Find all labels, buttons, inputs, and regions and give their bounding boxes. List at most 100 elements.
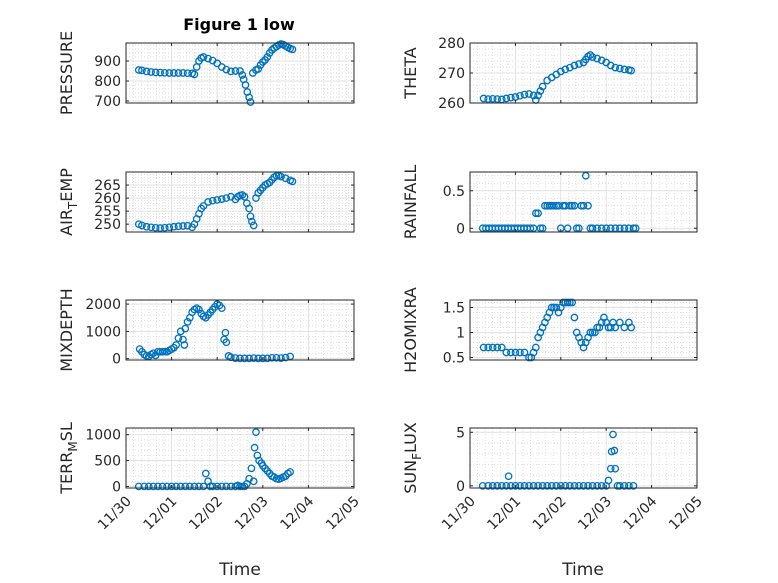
data-point (593, 323, 601, 332)
data-point (134, 482, 143, 491)
y-tick-label: 0 (456, 221, 465, 237)
data-point (195, 305, 203, 314)
data-point (236, 67, 244, 75)
data-point (170, 222, 178, 231)
data-point (151, 68, 160, 77)
data-point (142, 67, 151, 76)
data-point (163, 482, 171, 491)
data-point (208, 482, 217, 491)
data-point (529, 482, 538, 490)
data-point (165, 69, 174, 77)
data-point (240, 192, 249, 201)
data-point (497, 482, 506, 490)
data-point (563, 224, 572, 233)
axes-box (469, 427, 698, 489)
data-point (531, 343, 540, 352)
x-tick-label: 12/02 (186, 494, 226, 534)
y-axis-label: PRESSURE (57, 31, 76, 115)
data-point (245, 354, 253, 363)
data-point (615, 482, 624, 490)
data-point (606, 224, 615, 233)
data-point (511, 482, 520, 490)
data-point (566, 63, 574, 72)
y-tick-label: 270 (438, 66, 465, 82)
data-point (488, 343, 497, 352)
data-point (258, 58, 267, 66)
x-tick-label: 12/04 (277, 493, 317, 533)
data-point (190, 70, 199, 79)
data-point (547, 303, 556, 312)
data-point (627, 66, 636, 75)
data-point (575, 482, 583, 490)
data-point (497, 343, 506, 352)
data-point (288, 45, 297, 54)
axes-box (469, 171, 698, 233)
subplot-1: 700 800 900 PRESSURE (57, 31, 355, 115)
data-point (149, 482, 158, 491)
figure-title: Figure 1 low (183, 15, 295, 34)
data-point (199, 53, 208, 61)
data-point (221, 328, 230, 337)
data-point (516, 482, 524, 490)
data-point (609, 430, 617, 439)
data-point (568, 201, 577, 210)
data-point (586, 51, 595, 59)
data-point (581, 171, 590, 180)
data-point (254, 354, 263, 363)
y-tick-label: 265 (94, 178, 121, 194)
data-point (611, 63, 620, 72)
y-tick-label: 5 (456, 425, 465, 441)
y-tick-label: 260 (94, 191, 121, 207)
data-point (268, 353, 276, 362)
data-point (222, 65, 231, 74)
x-tick-label: 12/03 (575, 494, 615, 534)
data-point (570, 61, 579, 70)
data-point (502, 94, 511, 103)
data-point (263, 53, 272, 61)
data-point (160, 68, 169, 77)
y-axis-label: TERRMSL (57, 422, 80, 495)
data-point (525, 90, 533, 98)
data-point (158, 482, 167, 491)
x-tick-label: 12/01 (484, 494, 524, 534)
data-point (231, 67, 240, 75)
data-point (534, 209, 542, 218)
data-point (579, 201, 588, 210)
data-point (246, 98, 255, 106)
data-point (534, 482, 542, 490)
y-axis-label: RAINFALL (401, 165, 420, 240)
y-tick-label: 280 (438, 36, 465, 52)
data-point (493, 95, 502, 103)
data-point (199, 202, 208, 210)
data-point (531, 209, 540, 218)
data-point (575, 60, 583, 68)
data-point (520, 348, 529, 357)
data-point (561, 65, 570, 74)
x-tick-label: 11/30 (95, 494, 135, 534)
data-point (179, 222, 187, 230)
y-tick-label: 1000 (85, 324, 121, 340)
y-axis-label: THETA (401, 47, 420, 99)
data-point (180, 341, 189, 349)
data-point (248, 217, 256, 226)
data-point (167, 482, 176, 491)
data-point (611, 224, 620, 233)
data-point (208, 196, 217, 205)
y-tick-label: 800 (94, 74, 121, 90)
data-point (204, 54, 212, 63)
data-point (227, 67, 235, 76)
y-tick-label: 700 (94, 94, 121, 110)
y-axis-label: AIRTEMP (57, 168, 80, 236)
data-point (538, 482, 547, 490)
data-point (516, 91, 524, 100)
data-point (534, 91, 542, 100)
data-point (213, 196, 222, 204)
data-point (593, 482, 601, 490)
data-point (620, 482, 629, 490)
data-point (484, 343, 493, 352)
data-point (183, 221, 192, 230)
data-point (154, 482, 162, 491)
